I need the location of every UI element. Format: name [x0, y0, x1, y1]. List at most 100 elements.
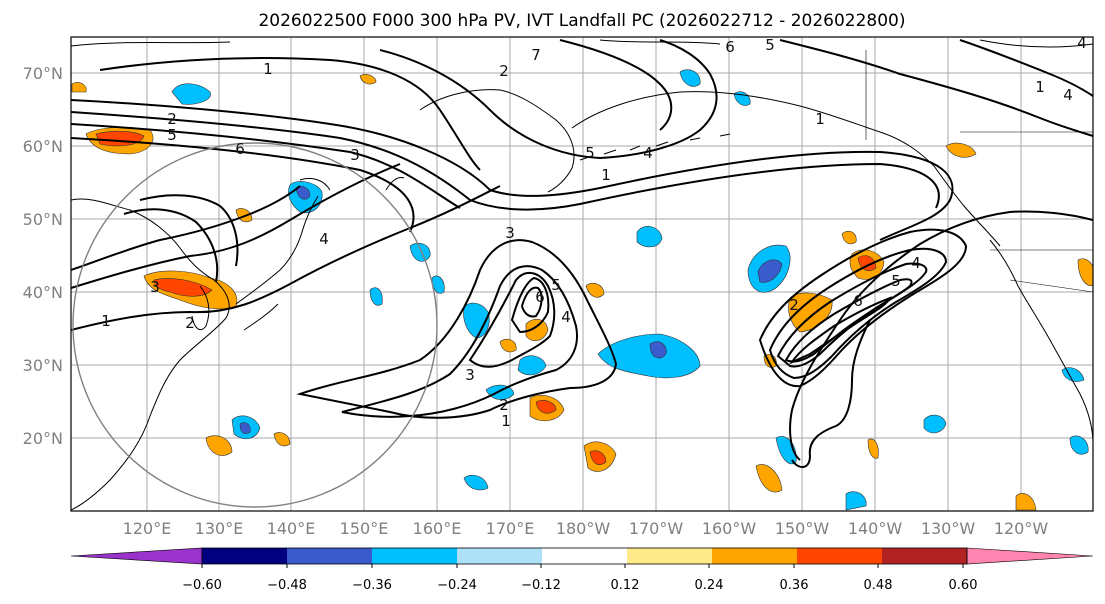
colorbar-tick-label: −0.12: [521, 578, 561, 593]
contour-label: 6: [535, 288, 545, 306]
colorbar-extend-high: [966, 547, 1094, 565]
contour-line: [468, 271, 556, 368]
contour-line: [71, 185, 501, 331]
contour-label: 2: [499, 62, 509, 80]
latitude-label: 30°N: [23, 356, 63, 375]
contour-label: 5: [585, 144, 595, 162]
coastline-east-asia: [71, 198, 230, 511]
longitude-label: 160°W: [702, 519, 757, 538]
colorbar-tick-label: −0.48: [267, 578, 307, 593]
contour-line: [789, 296, 893, 365]
contour-label: 7: [531, 46, 541, 64]
positive-anomaly-area: [867, 438, 879, 459]
contour-label: 4: [561, 308, 571, 326]
colorbar: −0.60 −0.48 −0.36 −0.24 −0.12 0.12 0.24 0.36 0.4…: [70, 547, 1094, 593]
positive-anomaly-area: [205, 435, 233, 456]
contour-label: 2: [499, 396, 509, 414]
colorbar-tick-label: −0.60: [182, 578, 222, 593]
contour-line: [341, 265, 578, 418]
contour-label: 3: [465, 366, 475, 384]
contour-line: [791, 319, 871, 468]
colorbar-segment: [542, 548, 627, 564]
contour-line: [520, 286, 543, 318]
border-lines: [865, 50, 1093, 293]
latitude-label: 60°N: [23, 137, 63, 156]
contour-lines: [71, 39, 1093, 468]
longitude-label: 150°W: [775, 519, 830, 538]
colorbar-outline: [201, 547, 968, 565]
positive-anomaly-area: [71, 82, 87, 93]
contour-label: 4: [1063, 86, 1073, 104]
contour-line: [71, 99, 954, 241]
contour-line: [779, 39, 1093, 137]
negative-anomaly-core: [649, 341, 667, 359]
negative-anomaly-area: [171, 83, 211, 105]
colorbar-segments: [70, 547, 1094, 565]
negative-anomaly-area: [679, 69, 701, 87]
colorbar-tick-label: −0.24: [437, 578, 477, 593]
negative-anomaly-area: [923, 414, 947, 434]
contour-line: [123, 208, 219, 283]
contour-label: 1: [601, 166, 611, 184]
colorbar-segment: [372, 548, 457, 564]
latitude-labels: 70°N 60°N 50°N 40°N 30°N 20°N: [23, 64, 63, 448]
contour-label: 4: [319, 230, 329, 248]
contour-label: 5: [765, 36, 775, 54]
colorbar-tick-label: 0.48: [864, 578, 893, 593]
negative-anomaly-area: [517, 355, 547, 376]
negative-anomaly-core: [295, 186, 311, 200]
colorbar-segment: [287, 548, 372, 564]
positive-anomaly-core: [535, 400, 557, 414]
colorbar-segment: [627, 548, 712, 564]
colorbar-tick-label: 0.36: [780, 578, 809, 593]
longitude-label: 140°E: [267, 519, 316, 538]
longitude-label: 170°E: [486, 519, 535, 538]
longitude-label: 120°W: [994, 519, 1049, 538]
coastline-kamchatka: [299, 89, 575, 193]
negative-anomaly-area: [1069, 435, 1089, 455]
colorbar-segment: [882, 548, 967, 564]
colorbar-tick-label: 0.24: [695, 578, 724, 593]
contour-label: 4: [911, 254, 921, 272]
contour-label: 1: [1035, 78, 1045, 96]
contour-line: [296, 239, 618, 419]
contour-label: 5: [891, 272, 901, 290]
longitude-labels: 120°E 130°E 140°E 150°E 160°E 170°E 180°W 170°W…: [123, 519, 1049, 538]
latitude-label: 50°N: [23, 210, 63, 229]
radius-circle: [72, 142, 438, 508]
negative-anomaly-area: [463, 302, 490, 339]
colorbar-segment: [797, 548, 882, 564]
contour-label: 5: [551, 276, 561, 294]
longitude-label: 140°W: [848, 519, 903, 538]
positive-anomaly-area: [585, 282, 605, 298]
positive-anomaly-area: [1077, 258, 1093, 286]
negative-anomaly-area: [463, 475, 489, 491]
contour-line: [71, 111, 940, 211]
contour-line: [99, 57, 481, 171]
colorbar-tick-label: 0.12: [611, 578, 640, 593]
negative-anomaly-area: [597, 333, 701, 379]
contour-label: 6: [725, 38, 735, 56]
positive-anomaly-area: [1015, 493, 1037, 511]
colorbar-extend-low: [70, 547, 203, 565]
positive-anomaly-area: [499, 338, 517, 353]
contour-label: 6: [235, 140, 245, 158]
colorbar-ticks: −0.60 −0.48 −0.36 −0.24 −0.12 0.12 0.24 0.36 0.4…: [182, 564, 977, 593]
negative-anomaly-area: [369, 287, 383, 306]
contour-label: 2: [789, 296, 799, 314]
contour-label: 5: [167, 126, 177, 144]
negative-anomaly-core: [757, 259, 783, 283]
coastline-japan: [235, 195, 319, 331]
contour-label: 3: [150, 278, 160, 296]
contour-label: 6: [853, 292, 863, 310]
contour-label: 3: [505, 224, 515, 242]
contour-line: [71, 163, 401, 289]
contour-line: [776, 262, 928, 368]
contour-label: 1: [101, 312, 111, 330]
positive-anomaly-core: [153, 278, 213, 297]
contour-line: [71, 185, 301, 271]
contour-label: 2: [167, 110, 177, 128]
contour-line: [959, 39, 1093, 97]
contour-label: 4: [1077, 34, 1087, 52]
positive-anomaly-core: [857, 255, 877, 271]
